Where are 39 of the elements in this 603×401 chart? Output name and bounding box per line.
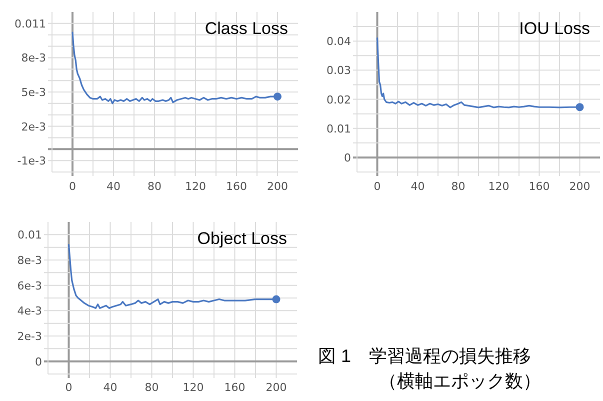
y-tick-label: 6e-3 <box>17 279 42 292</box>
y-tick-label: 8e-3 <box>21 52 46 65</box>
x-tick-label: 200 <box>267 180 288 193</box>
x-tick-label: 120 <box>185 180 206 193</box>
y-tick-label: 0.02 <box>326 93 351 106</box>
x-tick-label: 120 <box>182 381 204 394</box>
text: （横軸エポック数） <box>379 371 541 391</box>
x-tick-label: 160 <box>224 381 246 394</box>
y-tick-label: 0.03 <box>326 64 351 78</box>
x-tick-label: 120 <box>488 180 510 193</box>
x-tick-label: 160 <box>226 180 247 193</box>
y-tick-label: 0.01 <box>326 122 351 136</box>
x-tick-label: 40 <box>410 180 425 193</box>
x-tick-label: 0 <box>374 180 381 193</box>
y-tick-label: 8e-3 <box>17 254 42 267</box>
y-tick-label: 0 <box>344 151 351 164</box>
y-tick-label: 0.04 <box>326 35 351 48</box>
x-tick-label: 0 <box>65 381 72 394</box>
x-tick-label: 40 <box>103 381 118 394</box>
y-tick-label: 2e-3 <box>21 120 46 134</box>
x-tick-label: 200 <box>266 381 287 394</box>
chart-title: Object Loss <box>197 229 287 248</box>
y-tick-label: 0.011 <box>14 17 46 30</box>
chart-title: Class Loss <box>204 19 288 38</box>
x-tick-label: 80 <box>144 381 159 394</box>
x-tick-label: 160 <box>528 180 550 193</box>
y-tick-label: 0 <box>35 355 42 368</box>
y-tick-label: -1e-3 <box>17 154 46 168</box>
chart-title: IOU Loss <box>519 19 590 38</box>
x-tick-label: 80 <box>451 180 466 193</box>
y-tick-label: 0.01 <box>18 228 42 242</box>
x-tick-label: 200 <box>569 180 590 193</box>
y-tick-label: 4e-3 <box>17 304 42 318</box>
text: 図 1 学習過程の損失推移 <box>318 346 532 366</box>
y-tick-label: 2e-3 <box>17 330 42 343</box>
x-tick-label: 80 <box>148 180 162 193</box>
y-tick-label: 5e-3 <box>21 86 46 99</box>
x-tick-label: 40 <box>106 180 120 193</box>
x-tick-label: 0 <box>69 180 76 193</box>
